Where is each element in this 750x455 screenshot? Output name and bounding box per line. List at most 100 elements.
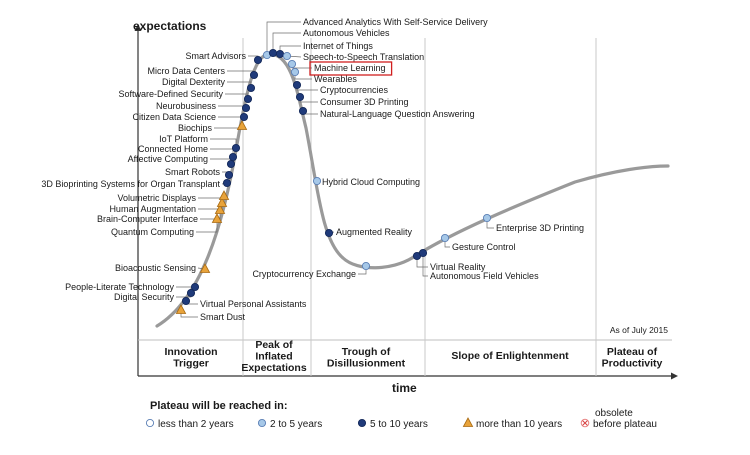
label-autonomous-vehicles: Autonomous Vehicles [303,28,390,38]
label-digital-dexterity: Digital Dexterity [162,77,226,87]
legend-label-2to5: 2 to 5 years [270,419,322,430]
marker-hybrid-cloud-computing [312,176,322,186]
label-neurobusiness: Neurobusiness [156,101,217,111]
label-quantum-computing: Quantum Computing [111,227,194,237]
legend-label-obsolete: obsolete before plateau [593,408,657,430]
legend-title: Plateau will be reached in: [150,400,288,412]
marker-natural-language-question-answering [298,106,308,116]
legend-marker-2to5 [257,418,267,428]
phase-label-innovation-trigger: Innovation Trigger [164,346,217,370]
legend-marker-5to10 [357,418,367,428]
label-people-literate-technology: People-Literate Technology [65,282,174,292]
marker-smart-robots [224,170,234,180]
highlight-box [309,61,393,76]
marker-software-defined-security [243,94,253,104]
label-consumer-3d-printing: Consumer 3D Printing [320,97,409,107]
label-advanced-analytics-with-self-service-delivery: Advanced Analytics With Self-Service Del… [303,17,488,27]
y-axis-title: expectations [133,19,207,33]
legend-label-5to10: 5 to 10 years [370,419,428,430]
marker-citizen-data-science [239,112,249,122]
phase-label-peak: Peak of Inflated Expectations [241,339,307,374]
label-augmented-reality: Augmented Reality [336,227,413,237]
label-iot-platform: IoT Platform [159,134,208,144]
marker-bioacoustic-sensing [199,263,211,273]
legend-marker-gt10 [462,417,474,427]
marker-brain-computer-interface [214,204,226,214]
leader-advanced-analytics-with-self-service-delivery [266,21,301,55]
label-machine-learning: Machine Learning [314,63,386,73]
marker-smart-advisors [253,55,263,65]
label-internet-of-things: Internet of Things [303,41,373,51]
label-hybrid-cloud-computing: Hybrid Cloud Computing [322,177,420,187]
technology-labels: Smart Dust Virtual Personal Assistants Dig… [41,17,584,322]
marker-gesture-control [440,233,450,243]
marker-smart-dust [175,304,187,314]
marker-augmented-reality [324,228,334,238]
label-smart-dust: Smart Dust [200,312,246,322]
marker-people-literate-technology [190,282,200,292]
label-smart-advisors: Smart Advisors [185,51,246,61]
label-digital-security: Digital Security [114,292,175,302]
legend: less than 2 years 2 to 5 years 5 to 10 yea… [145,408,657,430]
label-autonomous-field-vehicles: Autonomous Field Vehicles [430,271,539,281]
marker-speech-to-speech-translation [282,51,292,61]
technology-markers [175,48,492,314]
label-virtual-personal-assistants: Virtual Personal Assistants [200,299,307,309]
label-software-defined-security: Software-Defined Security [118,89,223,99]
marker-digital-dexterity [246,83,256,93]
label-gesture-control: Gesture Control [452,242,516,252]
marker-wearables [290,67,300,77]
marker-connected-home [228,152,238,162]
label-enterprise-3d-printing: Enterprise 3D Printing [496,223,584,233]
marker-3d-bioprinting-systems-for-organ-transplant [222,178,232,188]
label-bioacoustic-sensing: Bioacoustic Sensing [115,263,196,273]
phase-label-trough: Trough of Disillusionment [327,346,406,370]
label-cryptocurrencies: Cryptocurrencies [320,85,389,95]
marker-autonomous-vehicles [268,48,278,58]
label-human-augmentation: Human Augmentation [109,204,196,214]
legend-label-lt2: less than 2 years [158,419,234,430]
marker-neurobusiness [241,103,251,113]
marker-autonomous-field-vehicles [418,248,428,258]
leader-micro-data-centers [227,70,255,75]
leader-biochips [214,126,243,129]
marker-iot-platform [231,143,241,153]
y-axis-arrow [134,24,142,31]
leader-iot-platform [210,138,237,148]
label-brain-computer-interface: Brain-Computer Interface [97,214,198,224]
as-of-label: As of July 2015 [610,325,668,335]
label-speech-to-speech-translation: Speech-to-Speech Translation [303,52,424,62]
leader-neurobusiness [218,105,247,108]
marker-micro-data-centers [249,70,259,80]
marker-affective-computing [226,159,236,169]
label-wearables: Wearables [314,74,357,84]
label-smart-robots: Smart Robots [165,167,221,177]
marker-consumer-3d-printing [295,92,305,102]
marker-digital-security [186,288,196,298]
leader-quantum-computing [196,219,218,233]
legend-marker-lt2 [145,418,155,428]
label-cryptocurrency-exchange: Cryptocurrency Exchange [252,269,356,279]
marker-biochips [236,120,248,130]
marker-volumetric-displays [218,190,230,200]
label-connected-home: Connected Home [138,144,208,154]
label-natural-language-question-answering: Natural-Language Question Answering [320,109,475,119]
label-citizen-data-science: Citizen Data Science [132,112,216,122]
leader-autonomous-field-vehicles [422,253,428,277]
label-affective-computing: Affective Computing [128,154,208,164]
marker-cryptocurrency-exchange [361,261,371,271]
x-axis-arrow [671,372,678,380]
marker-machine-learning [287,59,297,69]
marker-internet-of-things [275,49,285,59]
phase-label-plateau: Plateau of Productivity [602,346,663,370]
label-volumetric-displays: Volumetric Displays [117,193,196,203]
marker-quantum-computing [211,213,223,223]
marker-human-augmentation [216,197,228,207]
marker-virtual-personal-assistants [181,296,191,306]
legend-label-gt10: more than 10 years [476,419,562,430]
leader-autonomous-vehicles [272,32,301,53]
marker-enterprise-3d-printing [482,213,492,223]
legend-marker-obsolete [580,418,590,428]
label-biochips: Biochips [178,123,213,133]
